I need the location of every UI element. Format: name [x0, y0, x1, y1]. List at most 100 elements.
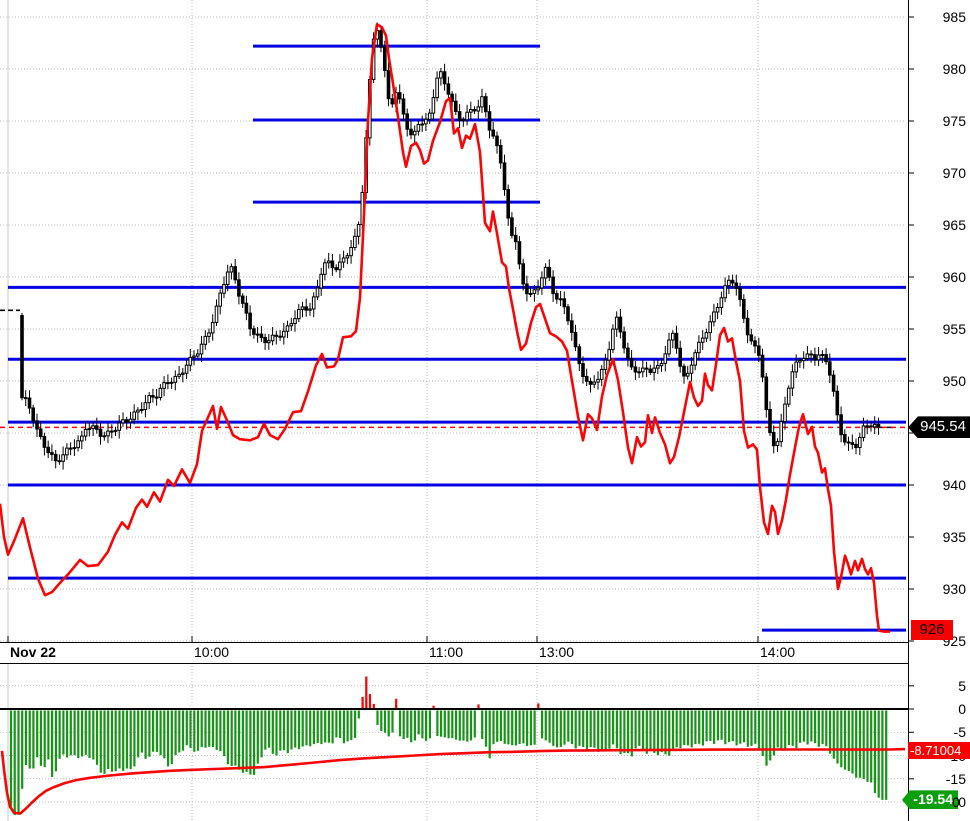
candle-body: [764, 376, 769, 410]
histogram-bar: [77, 710, 80, 759]
histogram-bar: [858, 710, 862, 778]
histogram-bar: [155, 710, 158, 752]
histogram-bar: [769, 710, 772, 761]
indicator-panel[interactable]: [0, 663, 970, 821]
candle-body: [72, 447, 77, 450]
histogram-bar: [664, 710, 667, 755]
candle-body: [311, 296, 316, 310]
candle-body: [53, 453, 58, 462]
candle-body: [98, 428, 103, 437]
histogram-bar: [623, 710, 626, 754]
price-axis-label: 980: [942, 61, 966, 77]
candle-body: [461, 119, 466, 122]
candle-body: [607, 349, 612, 361]
histogram-bar: [425, 710, 428, 741]
histogram-bar: [843, 710, 847, 770]
candle-body: [633, 366, 638, 373]
candle-body: [80, 435, 84, 442]
histogram-bar: [301, 710, 304, 747]
candle-body: [225, 271, 230, 285]
candle-body: [57, 460, 62, 463]
candle-body: [517, 241, 522, 265]
histogram-bar: [492, 710, 495, 745]
candle-body: [734, 282, 739, 289]
candle-body: [584, 376, 589, 382]
histogram-bar: [791, 710, 794, 746]
price-axis-label: 930: [942, 581, 966, 597]
histogram-bar: [181, 710, 185, 751]
histogram-bar: [574, 710, 577, 749]
histogram-bar: [619, 710, 622, 755]
candle-body: [506, 189, 510, 219]
candle-body: [663, 353, 668, 364]
histogram-bar: [346, 710, 349, 742]
histogram-bar: [122, 710, 125, 771]
histogram-bar: [226, 710, 229, 765]
histogram-bar: [440, 710, 443, 737]
candle-body: [760, 354, 765, 378]
histogram-bar: [552, 710, 555, 746]
indicator-panel-top-border: [0, 663, 908, 664]
histogram-bar: [223, 710, 226, 757]
histogram-bar: [211, 710, 215, 748]
candle-body: [771, 432, 776, 447]
histogram-bar: [829, 710, 832, 754]
histogram-bar: [54, 710, 57, 772]
histogram-bar: [140, 710, 143, 753]
candle-body: [872, 423, 877, 428]
candle-body: [779, 421, 784, 443]
histogram-bar: [731, 710, 734, 742]
histogram-bar: [503, 710, 506, 744]
histogram-bar: [174, 710, 177, 756]
histogram-bar: [638, 710, 641, 746]
candle-body: [446, 83, 451, 95]
histogram-bar: [144, 710, 147, 759]
price-panel[interactable]: [0, 0, 970, 642]
candle-body: [282, 330, 286, 338]
candle-body: [869, 425, 873, 428]
histogram-bar: [163, 710, 166, 759]
histogram-bar: [690, 710, 693, 748]
candle-body: [289, 323, 294, 327]
candle-body: [588, 380, 593, 385]
histogram-bar: [234, 710, 237, 766]
candle-body: [401, 98, 406, 115]
histogram-bar: [806, 710, 809, 745]
histogram-bar: [604, 710, 607, 750]
histogram-bar: [784, 710, 787, 751]
candle-body: [644, 367, 649, 370]
histogram-bar: [686, 710, 689, 746]
histogram-bar: [9, 710, 13, 807]
histogram-bar: [58, 710, 61, 759]
histogram-bar: [185, 710, 188, 746]
histogram-bar: [825, 710, 828, 747]
histogram-bar: [612, 710, 615, 745]
candle-body: [626, 347, 630, 360]
candle-body: [629, 357, 634, 368]
histogram-bar: [567, 710, 570, 742]
candle-body: [498, 145, 503, 164]
candles: [20, 22, 881, 470]
histogram-bar: [518, 710, 521, 744]
histogram-bar: [600, 710, 603, 750]
candle-body: [207, 332, 211, 337]
histogram-bar: [66, 710, 69, 758]
histogram-bar: [694, 710, 697, 744]
histogram-bar: [754, 710, 757, 744]
histogram-bar: [428, 710, 431, 739]
candle-body: [102, 435, 107, 438]
candle-body: [390, 98, 395, 105]
candle-body: [132, 411, 136, 420]
histogram-bar: [836, 710, 839, 764]
histogram-bar: [814, 710, 817, 744]
candle-body: [599, 368, 604, 380]
histogram-bar: [761, 710, 764, 757]
histogram-bar: [253, 710, 256, 775]
histogram-bar: [780, 710, 783, 749]
histogram-bar: [189, 710, 192, 748]
histogram-bar: [372, 703, 375, 708]
histogram-bar: [462, 710, 465, 741]
histogram-bar: [159, 710, 162, 756]
candle-body: [757, 345, 761, 356]
candle-body: [850, 442, 855, 445]
